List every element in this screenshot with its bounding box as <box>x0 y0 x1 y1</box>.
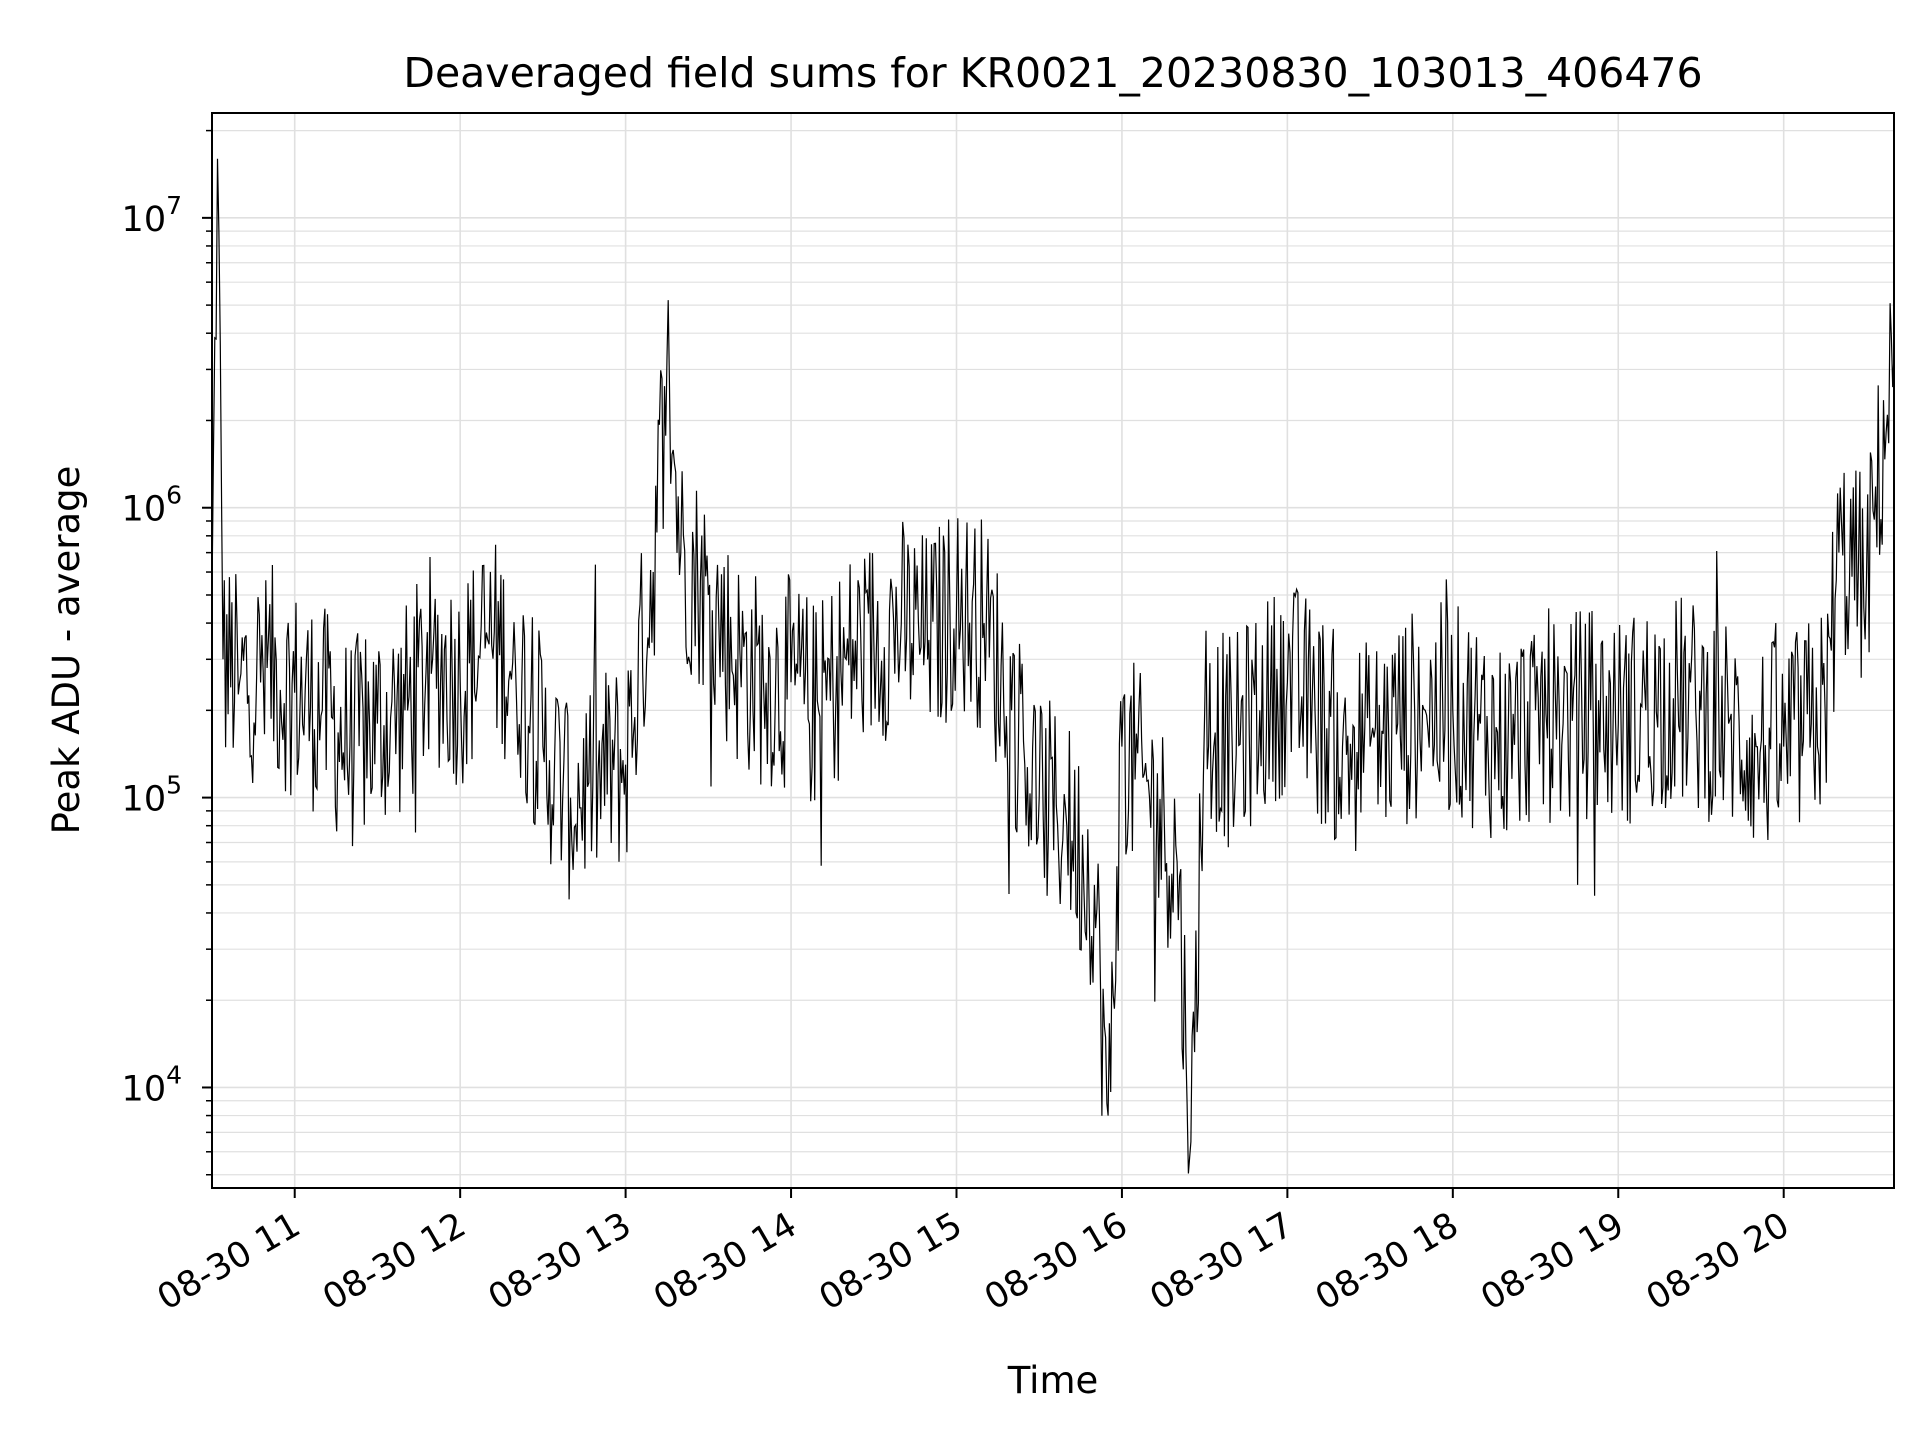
y-tick-label: 107 <box>122 191 182 240</box>
y-tick-label: 106 <box>122 481 182 530</box>
plot-frame <box>211 112 1895 1189</box>
series-line <box>211 158 1895 1174</box>
y-axis-ticks: 104 105 106 107 <box>122 129 212 1176</box>
y-axis-label: Peak ADU - average <box>45 466 88 835</box>
grid <box>212 113 1894 1188</box>
y-tick-label: 104 <box>122 1060 182 1109</box>
x-axis-label: Time <box>1007 1359 1099 1402</box>
chart-title: Deaveraged field sums for KR0021_2023083… <box>403 49 1702 97</box>
y-tick-label: 105 <box>122 771 182 820</box>
series-group <box>211 158 1895 1174</box>
